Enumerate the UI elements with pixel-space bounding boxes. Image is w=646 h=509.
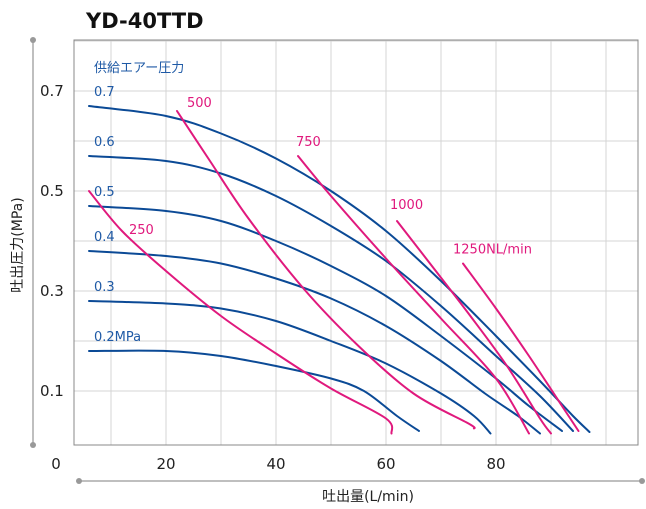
flow-label-10: 1250NL/min <box>453 243 532 258</box>
air-pressure-curve-2 <box>88 205 563 432</box>
grid <box>74 40 638 445</box>
x-axis-label: 吐出量(L/min) <box>322 489 414 505</box>
chart-title: YD-40TTD <box>85 9 204 33</box>
series <box>88 105 591 435</box>
air-pressure-curve-4 <box>88 300 492 435</box>
plot-frame <box>73 39 639 446</box>
flow-curve-9 <box>396 220 552 435</box>
air-pressure-curve-0 <box>88 105 591 433</box>
flow-curve-6 <box>88 190 394 435</box>
x-axis-end-dot-right <box>639 478 645 484</box>
air-pressure-curve-1 <box>88 155 574 432</box>
y-tick-label: 0.7 <box>40 82 64 100</box>
air-pressure-label-5: 0.2MPa <box>94 330 141 345</box>
air-pressure-label-3: 0.4 <box>94 230 115 245</box>
x-tick-label: 40 <box>266 455 285 473</box>
flow-label-8: 750 <box>296 135 321 150</box>
flow-label-7: 500 <box>187 96 212 111</box>
y-tick-label: 0.3 <box>40 282 64 300</box>
ticks: 0 20 40 60 80 0.1 0.3 0.5 0.7 <box>40 82 506 473</box>
legend-title: 供給エアー圧力 <box>94 61 184 76</box>
series-labels: 0.7 0.6 0.5 0.4 0.3 0.2MPa 250 500 750 1000 1250NL… <box>94 85 532 345</box>
y-tick-label: 0.1 <box>40 382 64 400</box>
x-tick-label: 20 <box>156 455 175 473</box>
x-axis-end-dot-left <box>76 478 82 484</box>
air-pressure-label-2: 0.5 <box>94 185 115 200</box>
air-pressure-label-1: 0.6 <box>94 135 115 150</box>
flow-curve-10 <box>462 262 580 432</box>
y-axis-end-dot-bottom <box>30 442 36 448</box>
y-axis-label: 吐出圧力(MPa) <box>10 197 26 292</box>
flow-label-6: 250 <box>129 223 154 238</box>
air-pressure-label-4: 0.3 <box>94 280 115 295</box>
x-tick-label: 60 <box>376 455 395 473</box>
air-pressure-curve-3 <box>88 250 541 435</box>
air-pressure-label-0: 0.7 <box>94 85 115 100</box>
air-pressure-curve-5 <box>88 349 420 432</box>
y-axis-end-dot-top <box>30 37 36 43</box>
y-tick-label: 0.5 <box>40 182 64 200</box>
x-tick-label: 80 <box>486 455 505 473</box>
flow-curve-8 <box>297 155 530 435</box>
flow-curve-7 <box>176 110 476 430</box>
x-tick-label: 0 <box>51 455 61 473</box>
flow-label-9: 1000 <box>390 198 423 213</box>
